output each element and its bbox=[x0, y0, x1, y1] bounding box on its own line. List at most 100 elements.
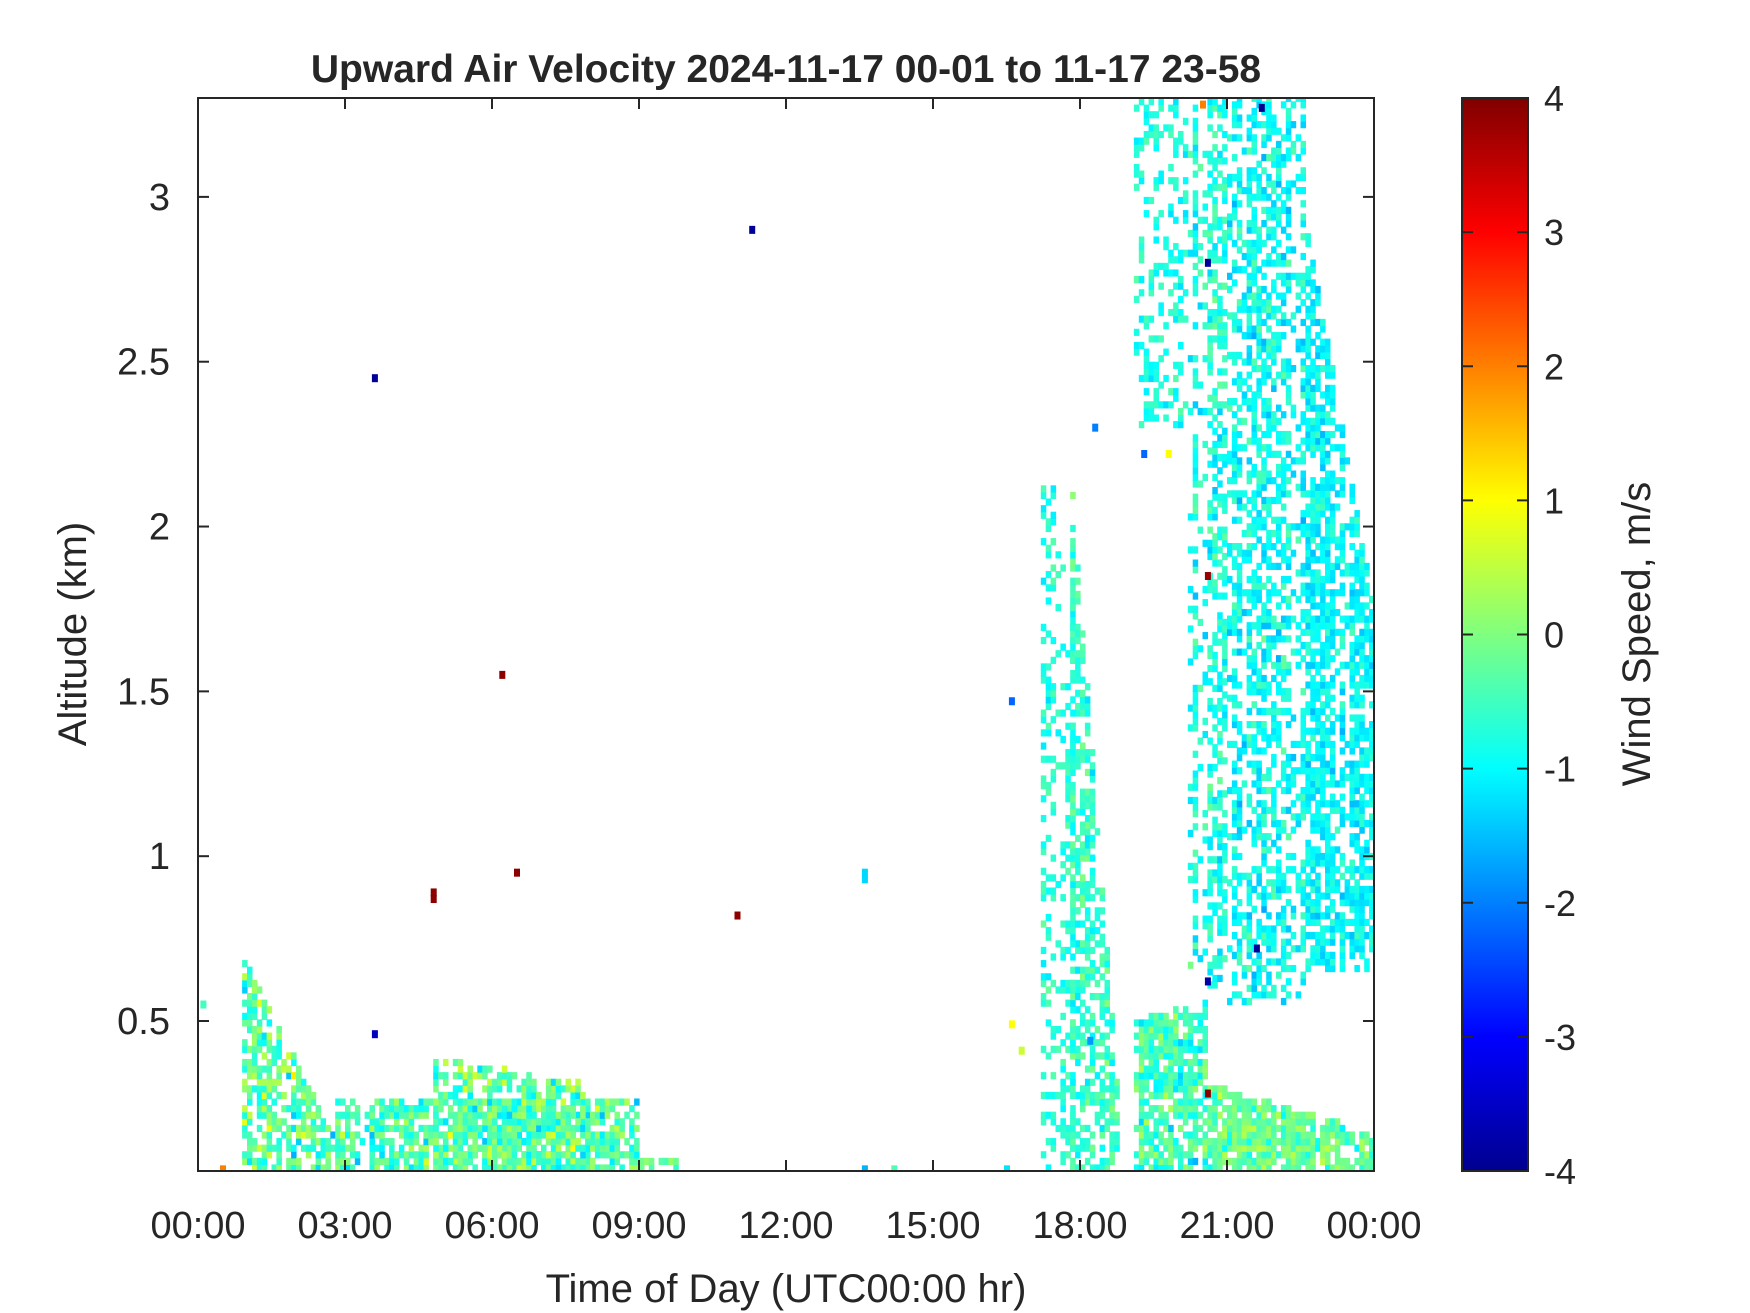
heatmap-cell bbox=[1158, 210, 1164, 218]
heatmap-cell bbox=[1055, 762, 1061, 770]
heatmap-cell bbox=[1320, 773, 1326, 781]
heatmap-cell bbox=[1246, 384, 1253, 392]
heatmap-cell bbox=[526, 1118, 532, 1126]
heatmap-cell bbox=[1192, 203, 1199, 211]
heatmap-cell bbox=[369, 1157, 375, 1165]
heatmap-cell bbox=[1315, 496, 1321, 505]
heatmap-cell bbox=[1339, 714, 1346, 722]
heatmap-cell bbox=[1290, 365, 1297, 373]
heatmap-cell bbox=[1246, 272, 1253, 280]
heatmap-cell bbox=[1349, 872, 1355, 880]
heatmap-cell bbox=[1315, 747, 1321, 755]
heatmap-cell bbox=[492, 1157, 498, 1165]
heatmap-cell bbox=[1339, 852, 1346, 861]
heatmap-cell bbox=[1138, 249, 1145, 257]
heatmap-cell bbox=[1192, 823, 1199, 831]
heatmap-cell bbox=[1354, 510, 1360, 518]
heatmap-cell bbox=[256, 1025, 263, 1034]
heatmap-cell bbox=[1369, 912, 1374, 920]
heatmap-cell bbox=[545, 1085, 552, 1093]
heatmap-cell bbox=[1192, 796, 1199, 805]
heatmap-cell bbox=[1256, 246, 1262, 254]
heatmap-cell bbox=[1231, 866, 1238, 874]
heatmap-cell bbox=[1246, 529, 1253, 538]
heatmap-cell bbox=[1285, 885, 1292, 894]
heatmap-cell bbox=[1148, 414, 1155, 422]
heatmap-cell bbox=[1334, 556, 1341, 564]
heatmap-cell bbox=[1070, 623, 1076, 631]
heatmap-cell bbox=[1295, 98, 1302, 102]
heatmap-cell bbox=[1133, 1019, 1140, 1027]
heatmap-cell bbox=[1192, 210, 1199, 218]
heatmap-cell bbox=[1276, 259, 1282, 267]
heatmap-cell bbox=[477, 1144, 483, 1152]
heatmap-cell bbox=[1173, 374, 1179, 383]
heatmap-cell bbox=[1256, 338, 1262, 346]
heatmap-cell bbox=[1236, 562, 1243, 570]
heatmap-cell bbox=[1246, 997, 1253, 1006]
heatmap-cell bbox=[1070, 1138, 1076, 1146]
heatmap-cell bbox=[1295, 1118, 1302, 1126]
heatmap-cell bbox=[1192, 724, 1199, 732]
heatmap-cell bbox=[1084, 940, 1091, 948]
heatmap-cell bbox=[1212, 269, 1218, 277]
heatmap-cell bbox=[1236, 1164, 1243, 1171]
heatmap-cell bbox=[545, 1111, 552, 1119]
heatmap-cell bbox=[1300, 140, 1306, 149]
heatmap-cell bbox=[1236, 1118, 1243, 1126]
heatmap-cell bbox=[1040, 887, 1047, 895]
heatmap-cell bbox=[1040, 999, 1047, 1007]
heatmap-cell bbox=[511, 1164, 518, 1171]
heatmap-cell bbox=[1187, 658, 1194, 666]
heatmap-cell bbox=[1349, 839, 1355, 847]
heatmap-cell bbox=[1305, 899, 1311, 907]
heatmap-cell bbox=[1295, 292, 1302, 300]
heatmap-cell bbox=[1158, 1045, 1164, 1053]
heatmap-cell bbox=[1222, 229, 1228, 238]
heatmap-cell bbox=[1271, 760, 1277, 768]
heatmap-cell bbox=[1236, 615, 1243, 623]
heatmap-cell bbox=[1153, 177, 1159, 185]
heatmap-cell bbox=[266, 1131, 273, 1139]
heatmap-cell bbox=[1163, 348, 1169, 356]
heatmap-cell bbox=[1212, 1105, 1218, 1113]
heatmap-cell bbox=[1271, 839, 1277, 847]
heatmap-cell bbox=[1251, 760, 1257, 768]
heatmap-cell bbox=[1369, 641, 1374, 650]
heatmap-cell bbox=[300, 1131, 307, 1139]
heatmap-cell bbox=[1060, 564, 1066, 572]
heatmap-cell bbox=[296, 1157, 302, 1165]
data-point bbox=[1204, 977, 1211, 986]
heatmap-cell bbox=[1212, 388, 1218, 396]
heatmap-cell bbox=[1256, 516, 1262, 524]
heatmap-cell bbox=[1178, 368, 1184, 376]
heatmap-cell bbox=[1143, 1065, 1150, 1073]
heatmap-cell bbox=[291, 1091, 297, 1100]
heatmap-cell bbox=[1045, 551, 1052, 559]
heatmap-cell bbox=[1271, 885, 1277, 894]
heatmap-cell bbox=[1276, 404, 1282, 412]
heatmap-cell bbox=[1070, 907, 1076, 915]
heatmap-cell bbox=[1207, 98, 1213, 106]
heatmap-cell bbox=[1266, 932, 1272, 940]
heatmap-cell bbox=[1256, 760, 1262, 768]
heatmap-cell bbox=[1305, 859, 1311, 867]
heatmap-cell bbox=[472, 1111, 478, 1119]
heatmap-cell bbox=[1055, 986, 1061, 994]
heatmap-cell bbox=[1320, 754, 1326, 762]
heatmap-cell bbox=[1217, 282, 1223, 290]
heatmap-cell bbox=[1320, 536, 1326, 544]
heatmap-cell bbox=[1261, 1105, 1267, 1113]
heatmap-cell bbox=[1251, 246, 1257, 254]
heatmap-cell bbox=[492, 1124, 498, 1133]
heatmap-cell bbox=[271, 1058, 277, 1067]
heatmap-cell bbox=[438, 1072, 444, 1080]
heatmap-cell bbox=[1251, 780, 1257, 788]
heatmap-cell bbox=[472, 1164, 478, 1171]
heatmap-cell bbox=[1271, 358, 1277, 366]
heatmap-cell bbox=[1236, 991, 1243, 999]
heatmap-cell bbox=[1202, 717, 1208, 725]
heatmap-cell bbox=[1369, 754, 1374, 762]
heatmap-cell bbox=[590, 1157, 596, 1165]
heatmap-cell bbox=[472, 1098, 478, 1106]
